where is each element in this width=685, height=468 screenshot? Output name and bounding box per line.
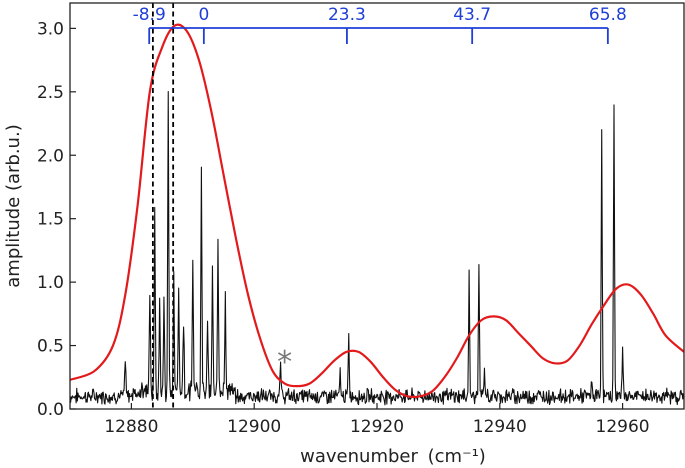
plot-frame (69, 2, 685, 410)
progression-label: 23.3 (328, 5, 366, 25)
x-tick-label: 12960 (596, 417, 650, 437)
stick-spectrum-line (70, 90, 684, 406)
progression-label: -8.9 (133, 5, 166, 25)
y-tick-label: 3.0 (37, 19, 64, 39)
y-axis-ticks: 0.0 0.5 1.0 1.5 2.0 2.5 3.0 (37, 19, 76, 420)
x-axis-label-text: wavenumber (300, 446, 418, 467)
y-axis-label: amplitude (arb.u.) (3, 124, 24, 287)
y-tick-label: 2.0 (37, 146, 64, 166)
y-tick-label: 0.0 (37, 400, 64, 420)
x-tick-label: 12920 (350, 417, 404, 437)
asterisk-marker: * (277, 345, 292, 380)
x-tick-label: 12900 (227, 417, 281, 437)
x-tick-label: 12880 (104, 417, 158, 437)
x-axis-ticks: 12880 12900 12920 12940 12960 (104, 403, 650, 437)
progression-label: 43.7 (453, 5, 491, 25)
progression-label: 65.8 (589, 5, 627, 25)
x-tick-label: 12940 (473, 417, 527, 437)
y-tick-label: 0.5 (37, 337, 64, 357)
y-tick-label: 2.5 (37, 83, 64, 103)
progression-label: 0 (198, 5, 209, 25)
progression-comb: -8.9 0 23.3 43.7 65.8 (133, 5, 627, 44)
x-axis-label: wavenumber (cm⁻¹) (300, 446, 486, 467)
y-tick-label: 1.5 (37, 210, 64, 230)
x-axis-label-unit: (cm⁻¹) (428, 446, 486, 467)
y-tick-label: 1.0 (37, 273, 64, 293)
plot-area: * (70, 3, 684, 409)
envelope-curve (70, 23, 684, 399)
